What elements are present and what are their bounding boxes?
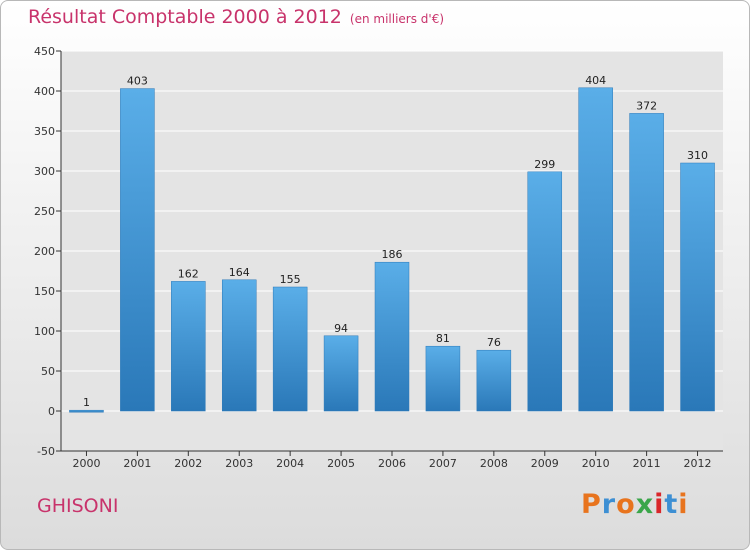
data-label: 310 (687, 149, 708, 162)
data-label: 94 (334, 322, 348, 335)
bar (272, 286, 308, 412)
y-tick-label: 200 (34, 245, 55, 258)
data-label: 162 (178, 267, 199, 280)
x-tick-label: 2008 (480, 457, 508, 470)
data-label: 1 (83, 396, 90, 409)
y-tick-label: 300 (34, 165, 55, 178)
logo-letter: P (581, 489, 602, 520)
x-tick-label: 2005 (327, 457, 355, 470)
data-label: 81 (436, 332, 450, 345)
logo-letter: i (678, 489, 689, 520)
location-label: GHISONI (37, 495, 119, 517)
y-tick-label: -50 (37, 445, 55, 458)
bar (171, 281, 206, 412)
chart-title: Résultat Comptable 2000 à 2012 (en millie… (28, 6, 444, 28)
bar (69, 409, 104, 413)
y-tick-label: 150 (34, 285, 55, 298)
chart-title-text: Résultat Comptable 2000 à 2012 (28, 6, 342, 28)
bar (323, 335, 359, 412)
x-tick-label: 2011 (633, 457, 661, 470)
data-label: 403 (127, 75, 148, 88)
data-label: 155 (280, 273, 301, 286)
y-tick-label: 350 (34, 125, 55, 138)
x-tick-label: 2001 (123, 457, 151, 470)
data-label: 76 (487, 336, 501, 349)
x-tick-label: 2012 (684, 457, 712, 470)
logo-letter: x (635, 489, 655, 520)
y-tick-label: 250 (34, 205, 55, 218)
bar (221, 279, 257, 412)
x-tick-label: 2007 (429, 457, 457, 470)
data-label: 164 (229, 266, 250, 279)
y-tick-label: 0 (48, 405, 55, 418)
y-tick-label: 50 (41, 365, 55, 378)
y-tick-label: 100 (34, 325, 55, 338)
bar (425, 345, 461, 412)
bar (629, 113, 664, 412)
logo-letter: i (654, 489, 665, 520)
bar (527, 171, 563, 412)
bar (680, 162, 715, 412)
y-tick-label: 450 (34, 45, 55, 58)
x-tick-label: 2006 (378, 457, 406, 470)
proxiti-logo: Proxiti (581, 489, 689, 520)
bar (476, 349, 512, 412)
x-tick-label: 2002 (174, 457, 202, 470)
logo-letter: o (616, 489, 636, 520)
bar (578, 87, 613, 412)
data-label: 372 (636, 99, 657, 112)
bar (120, 88, 155, 412)
bar (374, 261, 410, 412)
data-label: 186 (382, 248, 403, 261)
x-tick-label: 2010 (582, 457, 610, 470)
x-tick-label: 2000 (72, 457, 100, 470)
x-tick-label: 2003 (225, 457, 253, 470)
logo-letter: r (601, 489, 617, 520)
x-tick-label: 2004 (276, 457, 304, 470)
y-tick-label: 400 (34, 85, 55, 98)
logo-letter: t (664, 489, 679, 520)
x-tick-label: 2009 (531, 457, 559, 470)
data-label: 404 (585, 74, 606, 87)
chart-subtitle: (en milliers d'€) (349, 12, 445, 26)
data-label: 299 (534, 158, 555, 171)
